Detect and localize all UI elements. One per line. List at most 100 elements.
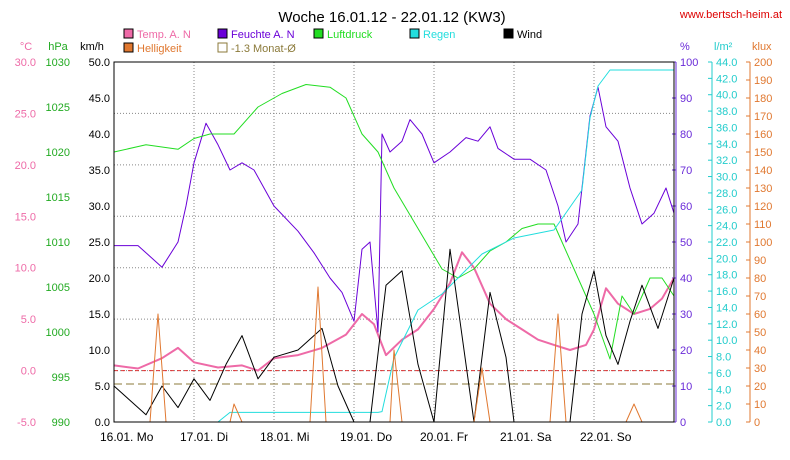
tick-label-rain: 4.0 (716, 384, 731, 396)
tick-label-hum: 30 (680, 309, 692, 321)
tick-label-wind: 0.0 (95, 417, 110, 429)
tick-label-hum: 70 (680, 165, 692, 177)
tick-label-hum: 50 (680, 237, 692, 249)
legend-label: Helligkeit (137, 43, 182, 55)
tick-label-lux: 30 (754, 363, 766, 375)
tick-label-press: 1015 (46, 192, 70, 204)
tick-label-lux: 40 (754, 345, 766, 357)
series-line-wind (113, 248, 675, 423)
tick-label-lux: 190 (754, 75, 772, 87)
legend-swatch (123, 42, 134, 53)
tick-label-temp: 25.0 (15, 108, 36, 120)
chart-title: Woche 16.01.12 - 22.01.12 (KW3) (278, 9, 505, 26)
axis-unit-wind: km/h (80, 41, 104, 53)
tick-label-hum: 40 (680, 273, 692, 285)
tick-label-rain: 2.0 (716, 401, 731, 413)
tick-label-wind: 35.0 (89, 165, 110, 177)
tick-label-rain: 36.0 (716, 122, 737, 134)
legend-label: Luftdruck (327, 29, 373, 41)
tick-label-lux: 90 (754, 255, 766, 267)
tick-label-rain: 22.0 (716, 237, 737, 249)
tick-label-rain: 28.0 (716, 188, 737, 200)
tick-label-press: 1010 (46, 237, 70, 249)
tick-label-wind: 45.0 (89, 93, 110, 105)
tick-label-hum: 100 (680, 57, 698, 69)
axis-unit-rain: l/m² (714, 41, 733, 53)
tick-label-rain: 30.0 (716, 172, 737, 184)
x-tick-label: 21.01. Sa (500, 430, 552, 444)
legend-label: Regen (423, 29, 455, 41)
x-tick-label: 20.01. Fr (420, 430, 468, 444)
tick-label-wind: 20.0 (89, 273, 110, 285)
tick-label-wind: 25.0 (89, 237, 110, 249)
tick-label-lux: 160 (754, 129, 772, 141)
series-line-press (113, 84, 675, 360)
x-tick-label: 18.01. Mi (260, 430, 309, 444)
tick-label-wind: 40.0 (89, 129, 110, 141)
tick-label-lux: 20 (754, 381, 766, 393)
tick-label-press: 1020 (46, 147, 70, 159)
tick-label-lux: 70 (754, 291, 766, 303)
legend-label: -1.3 Monat-Ø (231, 43, 296, 55)
tick-label-rain: 44.0 (716, 57, 737, 69)
tick-label-rain: 12.0 (716, 319, 737, 331)
tick-label-hum: 10 (680, 381, 692, 393)
tick-label-wind: 15.0 (89, 309, 110, 321)
plot-frame (113, 61, 675, 423)
legend-label: Temp. A. N (137, 29, 191, 41)
tick-label-rain: 26.0 (716, 204, 737, 216)
tick-label-lux: 50 (754, 327, 766, 339)
tick-label-hum: 20 (680, 345, 692, 357)
grid (114, 62, 674, 422)
axis-unit-hum: % (680, 41, 690, 53)
tick-label-press: 990 (52, 417, 70, 429)
tick-label-lux: 130 (754, 183, 772, 195)
tick-label-rain: 8.0 (716, 352, 731, 364)
tick-label-temp: 30.0 (15, 57, 36, 69)
legend-swatch (123, 28, 134, 39)
legend-swatch (313, 28, 324, 39)
tick-label-lux: 120 (754, 201, 772, 213)
tick-label-temp: 0.0 (21, 366, 36, 378)
tick-label-rain: 42.0 (716, 73, 737, 85)
tick-label-rain: 38.0 (716, 106, 737, 118)
tick-label-press: 1030 (46, 57, 70, 69)
tick-label-rain: 20.0 (716, 253, 737, 265)
legend-swatch (503, 28, 514, 39)
series-line-temp (113, 251, 675, 372)
tick-label-hum: 90 (680, 93, 692, 105)
legend-swatch (217, 42, 228, 53)
x-tick-label: 17.01. Di (180, 430, 228, 444)
tick-label-rain: 32.0 (716, 155, 737, 167)
x-tick-label: 19.01. Do (340, 430, 392, 444)
tick-label-hum: 80 (680, 129, 692, 141)
tick-label-temp: 15.0 (15, 211, 36, 223)
tick-label-lux: 150 (754, 147, 772, 159)
tick-label-rain: 6.0 (716, 368, 731, 380)
legend-label: Feuchte A. N (231, 29, 295, 41)
tick-label-lux: 110 (754, 219, 772, 231)
tick-label-wind: 10.0 (89, 345, 110, 357)
series-line-rain (114, 69, 674, 423)
tick-label-rain: 40.0 (716, 90, 737, 102)
tick-label-temp: 20.0 (15, 160, 36, 172)
tick-label-rain: 14.0 (716, 302, 737, 314)
tick-label-rain: 34.0 (716, 139, 737, 151)
axes: -5.0 0.0 5.0 10.0 15.0 20.0 25.0 30.0 °C 990 995 10… (15, 41, 773, 444)
tick-label-lux: 0 (754, 417, 760, 429)
tick-label-press: 1005 (46, 282, 70, 294)
legend-swatch (409, 28, 420, 39)
tick-label-rain: 0.0 (716, 417, 731, 429)
tick-label-rain: 16.0 (716, 286, 737, 298)
tick-label-hum: 60 (680, 201, 692, 213)
tick-label-temp: 10.0 (15, 263, 36, 275)
tick-label-temp: -5.0 (17, 417, 36, 429)
x-tick-label: 16.01. Mo (100, 430, 154, 444)
series-line-lux (114, 286, 674, 423)
tick-label-wind: 5.0 (95, 381, 110, 393)
tick-label-lux: 100 (754, 237, 772, 249)
x-tick-label: 22.01. So (580, 430, 632, 444)
tick-label-lux: 10 (754, 399, 766, 411)
tick-label-temp: 5.0 (21, 314, 36, 326)
